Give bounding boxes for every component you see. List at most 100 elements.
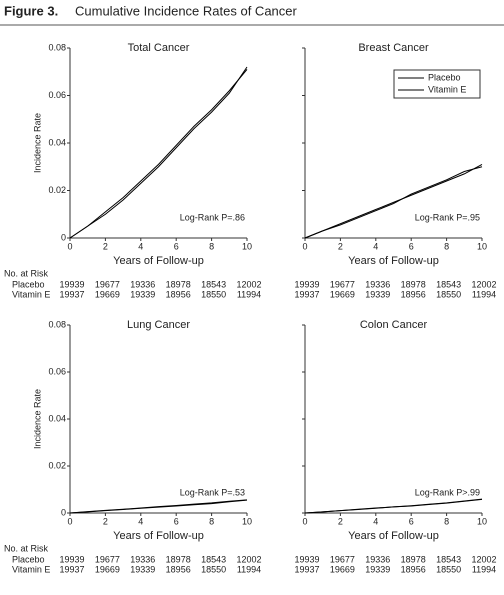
y-tick-label: 0.08: [48, 42, 66, 52]
x-tick-label: 4: [373, 241, 378, 251]
x-tick-label: 0: [302, 241, 307, 251]
at-risk-count: 19939: [294, 554, 319, 564]
x-tick-label: 0: [67, 241, 72, 251]
x-tick-label: 0: [67, 516, 72, 526]
y-tick-label: 0.06: [48, 366, 66, 376]
at-risk-count: 19939: [59, 554, 84, 564]
at-risk-count: 19669: [95, 564, 120, 574]
series-line: [304, 498, 483, 514]
at-risk-group: Placebo: [12, 554, 45, 564]
at-risk-count: 19677: [95, 554, 120, 564]
y-tick-label: 0.08: [48, 319, 66, 329]
at-risk-count: 18543: [436, 279, 461, 289]
x-tick-label: 6: [174, 516, 179, 526]
at-risk-count: 19677: [95, 279, 120, 289]
at-risk-count: 18956: [166, 289, 191, 299]
at-risk-group: Vitamin E: [12, 564, 50, 574]
x-tick-label: 0: [302, 516, 307, 526]
at-risk-count: 19339: [130, 289, 155, 299]
at-risk-title: No. at Risk: [4, 268, 49, 278]
at-risk-group: Vitamin E: [12, 289, 50, 299]
y-tick-label: 0: [61, 232, 66, 242]
at-risk-count: 18978: [401, 279, 426, 289]
at-risk-count: 19669: [330, 289, 355, 299]
panel-title: Lung Cancer: [127, 319, 190, 331]
y-tick-label: 0.02: [48, 460, 66, 470]
x-tick-label: 4: [138, 241, 143, 251]
x-axis-label: Years of Follow-up: [113, 530, 204, 542]
at-risk-count: 19677: [330, 554, 355, 564]
at-risk-count: 18956: [166, 564, 191, 574]
series-line: [69, 66, 248, 239]
at-risk-count: 19339: [365, 289, 390, 299]
at-risk-count: 19937: [59, 289, 84, 299]
at-risk-count: 19937: [294, 289, 319, 299]
at-risk-count: 19937: [59, 564, 84, 574]
panel-title: Total Cancer: [128, 42, 190, 54]
at-risk-count: 18550: [436, 289, 461, 299]
at-risk-count: 11994: [237, 564, 261, 574]
y-tick-label: 0.06: [48, 90, 66, 100]
x-tick-label: 2: [103, 241, 108, 251]
panel-title: Colon Cancer: [360, 319, 428, 331]
at-risk-count: 12002: [236, 554, 261, 564]
x-tick-label: 2: [338, 241, 343, 251]
at-risk-count: 19339: [130, 564, 155, 574]
annotation: Log-Rank P=.95: [415, 212, 480, 222]
at-risk-count: 19677: [330, 279, 355, 289]
at-risk-count: 18956: [401, 564, 426, 574]
at-risk-count: 18550: [201, 289, 226, 299]
y-tick-label: 0.04: [48, 137, 66, 147]
series-line: [69, 499, 248, 514]
x-tick-label: 10: [242, 516, 252, 526]
x-tick-label: 6: [409, 241, 414, 251]
x-tick-label: 10: [477, 516, 487, 526]
at-risk-count: 18543: [201, 554, 226, 564]
x-tick-label: 4: [373, 516, 378, 526]
at-risk-count: 19336: [365, 554, 390, 564]
at-risk-count: 19937: [294, 564, 319, 574]
at-risk-count: 18978: [166, 554, 191, 564]
annotation: Log-Rank P=.86: [180, 212, 245, 222]
x-axis-label: Years of Follow-up: [348, 255, 439, 267]
legend-label: Placebo: [428, 72, 461, 82]
at-risk-count: 19669: [95, 289, 120, 299]
at-risk-count: 19339: [365, 564, 390, 574]
at-risk-count: 11994: [237, 289, 261, 299]
x-tick-label: 10: [242, 241, 252, 251]
at-risk-count: 18550: [436, 564, 461, 574]
x-tick-label: 6: [409, 516, 414, 526]
y-tick-label: 0.04: [48, 413, 66, 423]
annotation: Log-Rank P>.99: [415, 487, 480, 497]
x-tick-label: 10: [477, 241, 487, 251]
at-risk-count: 18978: [166, 279, 191, 289]
at-risk-count: 19336: [130, 279, 155, 289]
at-risk-count: 18550: [201, 564, 226, 574]
x-axis-label: Years of Follow-up: [113, 255, 204, 267]
legend-box: [393, 69, 481, 99]
at-risk-count: 19336: [130, 554, 155, 564]
at-risk-count: 18956: [401, 289, 426, 299]
x-tick-label: 2: [103, 516, 108, 526]
at-risk-count: 18543: [436, 554, 461, 564]
at-risk-count: 19336: [365, 279, 390, 289]
at-risk-count: 19939: [59, 279, 84, 289]
at-risk-count: 12002: [471, 279, 496, 289]
x-tick-label: 6: [174, 241, 179, 251]
at-risk-count: 12002: [471, 554, 496, 564]
at-risk-count: 11994: [472, 289, 496, 299]
y-tick-label: 0.02: [48, 185, 66, 195]
figure-label: Figure 3.: [4, 3, 58, 18]
series-line: [304, 163, 483, 239]
x-axis-label: Years of Follow-up: [348, 530, 439, 542]
panel-title: Breast Cancer: [358, 42, 429, 54]
at-risk-title: No. at Risk: [4, 543, 49, 553]
y-axis-label: Incidence Rate: [32, 113, 42, 173]
series-line: [69, 69, 248, 239]
x-tick-label: 8: [444, 516, 449, 526]
at-risk-count: 12002: [236, 279, 261, 289]
at-risk-count: 18543: [201, 279, 226, 289]
x-tick-label: 8: [209, 241, 214, 251]
at-risk-count: 18978: [401, 554, 426, 564]
